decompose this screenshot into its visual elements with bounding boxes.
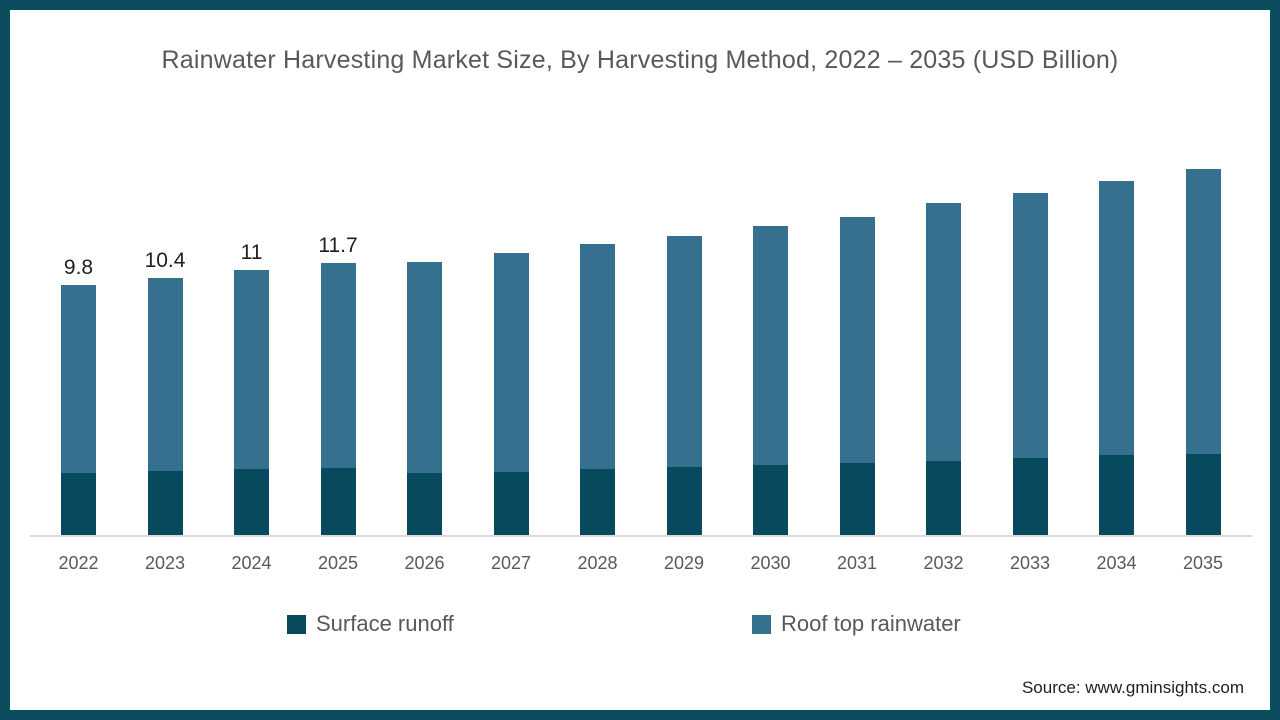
bar-segment-roof-top-rainwater xyxy=(493,253,529,472)
bar-group-2028 xyxy=(580,244,615,535)
x-axis-label-2031: 2031 xyxy=(836,553,878,573)
legend-item-surface-runoff: Surface runoff xyxy=(287,611,454,637)
bar-segment-roof-top-rainwater xyxy=(1012,193,1048,458)
bar-group-2032 xyxy=(926,203,961,535)
legend-label: Surface runoff xyxy=(316,611,454,636)
plot-area: 9.8 2022 10.4 2023 11 2024 11.7 2025 2026 2027 202… xyxy=(10,10,1270,710)
bar-segment-surface-runoff xyxy=(493,472,529,535)
x-axis-line xyxy=(30,535,1252,537)
bar-group-2029 xyxy=(666,236,702,535)
chart-legend: Surface runoff Roof top rainwater xyxy=(10,611,1270,641)
bar-segment-roof-top-rainwater xyxy=(666,236,702,467)
bar-value-label-2024: 11 xyxy=(240,241,263,264)
x-axis-label-2025: 2025 xyxy=(317,553,359,573)
bar-segment-surface-runoff xyxy=(1012,458,1048,535)
bar-segment-surface-runoff xyxy=(580,469,615,535)
legend-swatch-icon xyxy=(287,614,306,634)
bar-segment-surface-runoff xyxy=(147,471,183,535)
x-axis-label-2030: 2030 xyxy=(750,553,791,573)
bar-segment-roof-top-rainwater xyxy=(753,226,788,465)
bar-group-2034 xyxy=(1099,181,1134,535)
x-axis-label-2033: 2033 xyxy=(1009,553,1051,573)
bar-segment-surface-runoff xyxy=(839,463,875,535)
bar-segment-roof-top-rainwater xyxy=(580,244,615,469)
bar-segment-surface-runoff xyxy=(61,473,96,535)
x-axis-label-2032: 2032 xyxy=(923,553,964,573)
chart-content: Rainwater Harvesting Market Size, By Har… xyxy=(10,10,1270,710)
bar-group-2030 xyxy=(753,226,788,535)
x-axis-label-2024: 2024 xyxy=(231,553,272,573)
x-axis-label-2026: 2026 xyxy=(404,553,445,573)
bar-segment-surface-runoff xyxy=(753,465,788,535)
x-axis-label-2029: 2029 xyxy=(663,553,705,573)
bar-segment-surface-runoff xyxy=(320,468,356,535)
bar-group-2024 xyxy=(234,270,269,535)
x-axis-label-2034: 2034 xyxy=(1096,553,1137,573)
bar-group-2025 xyxy=(320,263,356,535)
bar-segment-surface-runoff xyxy=(234,469,269,535)
bar-group-2027 xyxy=(493,253,529,535)
bar-group-2023 xyxy=(147,278,183,535)
bar-segment-surface-runoff xyxy=(666,467,702,535)
legend-swatch-icon xyxy=(752,614,771,634)
source-text: Source: www.gminsights.com xyxy=(1021,678,1244,697)
bar-segment-roof-top-rainwater xyxy=(839,217,875,463)
bar-segment-roof-top-rainwater xyxy=(1099,181,1134,455)
bar-value-label-2022: 9.8 xyxy=(63,256,94,279)
bar-value-label-2025: 11.7 xyxy=(318,234,358,257)
bar-segment-roof-top-rainwater xyxy=(234,270,269,469)
bar-group-2035 xyxy=(1185,169,1221,535)
chart-title: Rainwater Harvesting Market Size, By Har… xyxy=(161,46,1119,74)
bar-segment-surface-runoff xyxy=(926,461,961,535)
bar-segment-roof-top-rainwater xyxy=(407,262,442,473)
bar-segment-roof-top-rainwater xyxy=(61,285,96,473)
legend-label: Roof top rainwater xyxy=(781,611,961,636)
bar-segment-surface-runoff xyxy=(1099,455,1134,535)
x-axis-label-2023: 2023 xyxy=(144,553,186,573)
bar-group-2033 xyxy=(1012,193,1048,535)
bar-segment-roof-top-rainwater xyxy=(1185,169,1221,454)
bar-segment-roof-top-rainwater xyxy=(147,278,183,471)
bar-segment-roof-top-rainwater xyxy=(926,203,961,461)
bar-group-2026 xyxy=(407,262,442,535)
x-axis-label-2027: 2027 xyxy=(490,553,532,573)
bar-value-label-2023: 10.4 xyxy=(144,249,186,272)
x-axis-label-2035: 2035 xyxy=(1182,553,1224,573)
bar-segment-roof-top-rainwater xyxy=(320,263,356,468)
bar-segment-surface-runoff xyxy=(407,473,442,535)
bar-group-2031 xyxy=(839,217,875,535)
bar-segment-surface-runoff xyxy=(1185,454,1221,535)
x-axis-label-2022: 2022 xyxy=(58,553,99,573)
bar-group-2022 xyxy=(61,285,96,535)
legend-item-roof-top-rainwater: Roof top rainwater xyxy=(752,611,961,637)
x-axis-label-2028: 2028 xyxy=(577,553,618,573)
